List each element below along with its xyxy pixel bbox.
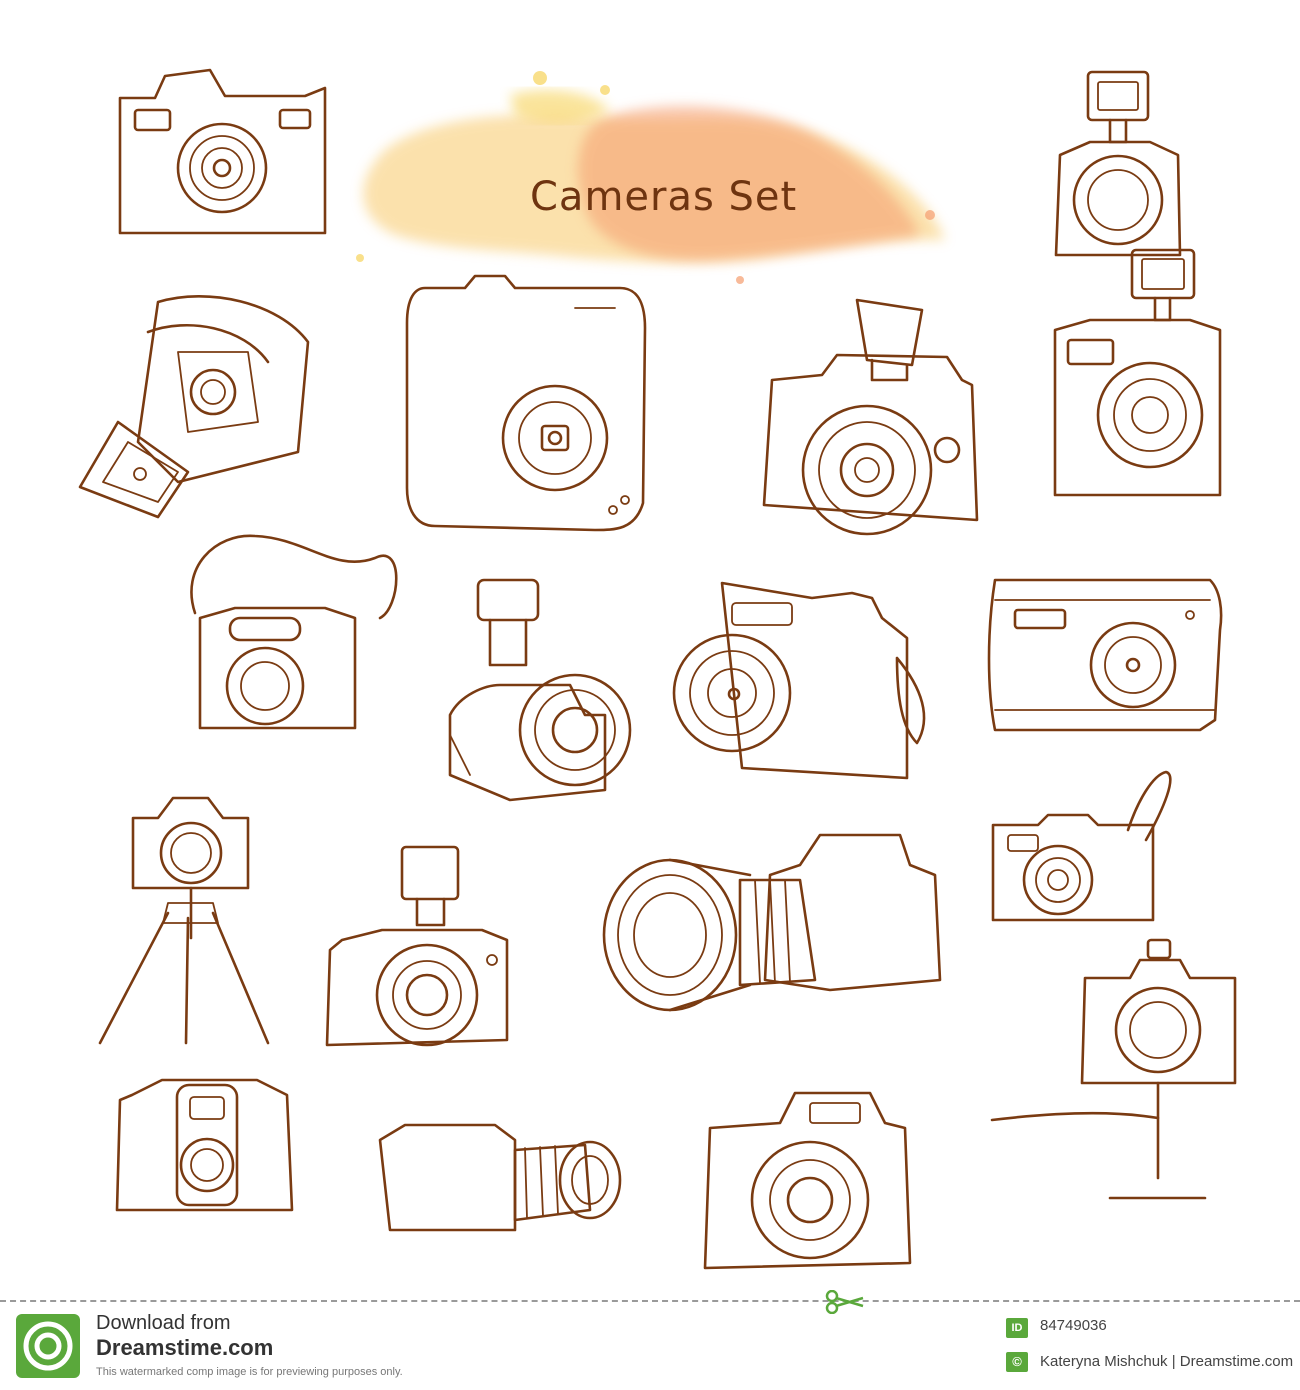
flash-body-camera-icon xyxy=(325,845,509,1047)
download-line1: Download from xyxy=(96,1312,231,1334)
point-shoot-camera-icon xyxy=(118,68,327,235)
image-id: 84749036 xyxy=(1040,1317,1107,1334)
instant-camera-icon xyxy=(78,295,310,519)
dslr-flash-camera-icon xyxy=(762,298,979,536)
watercolor-splash xyxy=(356,71,945,284)
dreamstime-logo-icon xyxy=(16,1314,80,1378)
bridge-camera-icon xyxy=(672,581,926,780)
monopod-camera-icon xyxy=(990,938,1237,1200)
dslr-camera-icon xyxy=(703,1091,912,1270)
tripod-camera-icon xyxy=(98,796,270,1045)
camera-illustration-canvas: Cameras Set xyxy=(78,68,1237,1270)
zoom-lens-camera-icon xyxy=(378,1123,622,1232)
slim-camera-icon xyxy=(987,578,1223,732)
flash-camera-icon xyxy=(1054,70,1182,257)
strap-camera-icon xyxy=(190,534,398,730)
telephoto-dslr-icon xyxy=(602,833,942,1012)
retro-flash-camera-icon xyxy=(1053,248,1222,497)
hotshoe-camera-icon xyxy=(448,578,632,802)
wrist-strap-camera-icon xyxy=(991,770,1172,922)
compact-camera-icon xyxy=(405,274,647,532)
download-line2[interactable]: Dreamstime.com xyxy=(96,1335,274,1360)
illustration-title: Cameras Set xyxy=(530,174,797,220)
scissors-icon xyxy=(825,1290,864,1314)
watermark-footer: Download from Dreamstime.com This waterm… xyxy=(0,1290,1300,1390)
id-badge: ID xyxy=(1006,1318,1028,1338)
copyright-badge: © xyxy=(1006,1352,1028,1372)
author-credit[interactable]: Kateryna Mishchuk | Dreamstime.com xyxy=(1040,1353,1294,1370)
download-note: This watermarked comp image is for previ… xyxy=(96,1366,403,1378)
box-camera-icon xyxy=(115,1078,294,1212)
